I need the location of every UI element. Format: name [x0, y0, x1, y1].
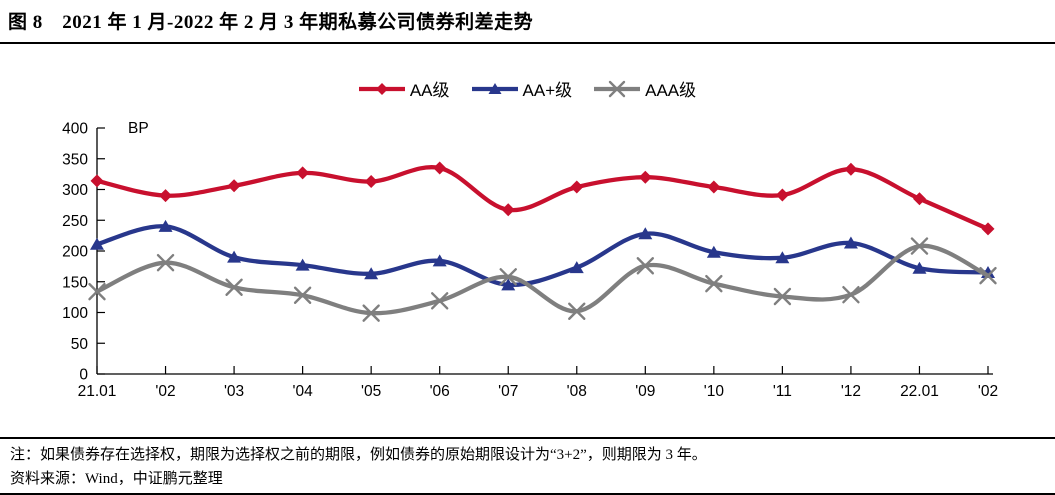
diamond-marker-icon: [638, 170, 652, 184]
x-marker-icon: [910, 237, 929, 255]
x-tick-label: '12: [841, 383, 861, 400]
y-tick-label: 300: [62, 182, 88, 199]
x-marker-icon: [430, 292, 449, 310]
diamond-marker-icon: [501, 203, 515, 217]
x-tick-label: '03: [224, 383, 244, 400]
diamond-marker-icon: [159, 189, 173, 203]
y-tick-label: 350: [62, 151, 88, 168]
triangle-marker-icon: [295, 258, 310, 271]
series-line-0: [94, 165, 991, 232]
x-tick-label: '02: [978, 383, 998, 400]
y-tick-label: 250: [62, 213, 88, 230]
triangle-marker-icon: [90, 237, 104, 250]
x-tick-label: '02: [155, 383, 175, 400]
y-tick-label: 150: [62, 274, 88, 291]
spread-trend-plot: 0 50 100 150 200 250 300 350 400 21.01 '02 '03 '04 '0…: [62, 120, 998, 400]
x-tick-label: 21.01: [78, 383, 117, 400]
x-marker-icon: [499, 268, 517, 286]
triangle-marker-icon: [364, 267, 379, 280]
x-tick-label: '11: [773, 383, 792, 400]
diamond-marker-icon: [433, 161, 447, 175]
triangle-marker-icon: [912, 261, 927, 274]
legend-label: AA+级: [522, 81, 573, 100]
legend-triangle-icon: [471, 82, 518, 94]
legend-item-0: AA级: [358, 76, 450, 101]
x-tick-label: '10: [704, 383, 725, 400]
diamond-marker-icon: [364, 175, 378, 189]
diamond-marker-icon: [707, 180, 721, 194]
diamond-marker-icon: [375, 82, 388, 95]
triangle-marker-icon: [569, 261, 584, 274]
x-tick-label: '06: [430, 383, 450, 400]
legend-item-2: AAA级: [594, 76, 696, 101]
series-line-1: [94, 224, 991, 287]
footnotes: 注：如果债券存在选择权，期限为选择权之前的期限，例如债券的原始期限设计为“3+2…: [0, 437, 1055, 495]
diamond-marker-icon: [296, 166, 310, 180]
triangle-marker-icon: [843, 236, 858, 249]
triangle-marker-icon: [158, 219, 173, 232]
x-tick-label: '08: [567, 383, 587, 400]
legend-item-1: AA+级: [471, 76, 573, 101]
note-text: 注：如果债券存在选择权，期限为选择权之前的期限，例如债券的原始期限设计为“3+2…: [10, 447, 707, 463]
x-marker-icon: [225, 278, 243, 296]
diamond-marker-icon: [90, 174, 104, 188]
x-tick-label: '05: [361, 383, 381, 400]
x-marker-icon: [293, 286, 312, 304]
diamond-marker-icon: [775, 188, 789, 202]
x-marker-icon: [362, 304, 380, 322]
x-tick-label: '07: [498, 383, 518, 400]
y-tick-label: 50: [71, 336, 89, 353]
triangle-marker-icon: [775, 251, 790, 264]
x-marker-icon: [636, 257, 655, 275]
y-tick-label: 0: [79, 367, 88, 384]
y-tick-label: 200: [62, 244, 88, 261]
triangle-marker-icon: [706, 245, 721, 258]
line-chart: 0 50 100 150 200 250 300 350 400 21.01 '02 '03 '04 '0…: [0, 107, 1055, 417]
diamond-marker-icon: [227, 179, 241, 193]
x-tick-label: '04: [293, 383, 314, 400]
x-marker-icon: [156, 253, 175, 272]
diamond-marker-icon: [844, 162, 858, 176]
x-marker-icon: [773, 287, 792, 306]
x-tick-label: 22.01: [900, 383, 939, 400]
diamond-marker-icon: [912, 192, 926, 206]
legend-diamond-icon: [358, 82, 405, 95]
source-text: 资料来源：Wind，中证鹏元整理: [10, 471, 223, 487]
triangle-marker-icon: [501, 278, 516, 291]
title-divider: [0, 42, 1055, 44]
triangle-marker-icon: [488, 82, 502, 94]
triangle-marker-icon: [227, 250, 242, 263]
x-marker-icon: [705, 274, 723, 293]
legend-x-icon: [594, 80, 641, 97]
triangle-marker-icon: [432, 254, 447, 267]
x-marker-icon: [88, 282, 106, 301]
x-marker-icon: [842, 285, 860, 304]
chart-legend: AA级 AA+级 AAA级: [0, 76, 1055, 101]
triangle-marker-icon: [638, 227, 653, 240]
diamond-marker-icon: [570, 180, 584, 194]
y-tick-label: 100: [62, 305, 88, 322]
y-tick-label: 400: [62, 121, 88, 138]
x-marker-icon: [568, 302, 586, 320]
legend-label: AAA级: [645, 81, 697, 100]
x-marker-icon: [979, 266, 997, 285]
legend-label: AA级: [409, 81, 450, 100]
y-axis-unit-label: BP: [128, 120, 149, 137]
x-marker-icon: [608, 80, 626, 97]
x-tick-label: '09: [635, 383, 655, 400]
diamond-marker-icon: [981, 222, 995, 236]
series-line-2: [94, 243, 991, 316]
figure-title: 图 8 2021 年 1 月-2022 年 2 月 3 年期私募公司债券利差走势: [8, 12, 534, 33]
